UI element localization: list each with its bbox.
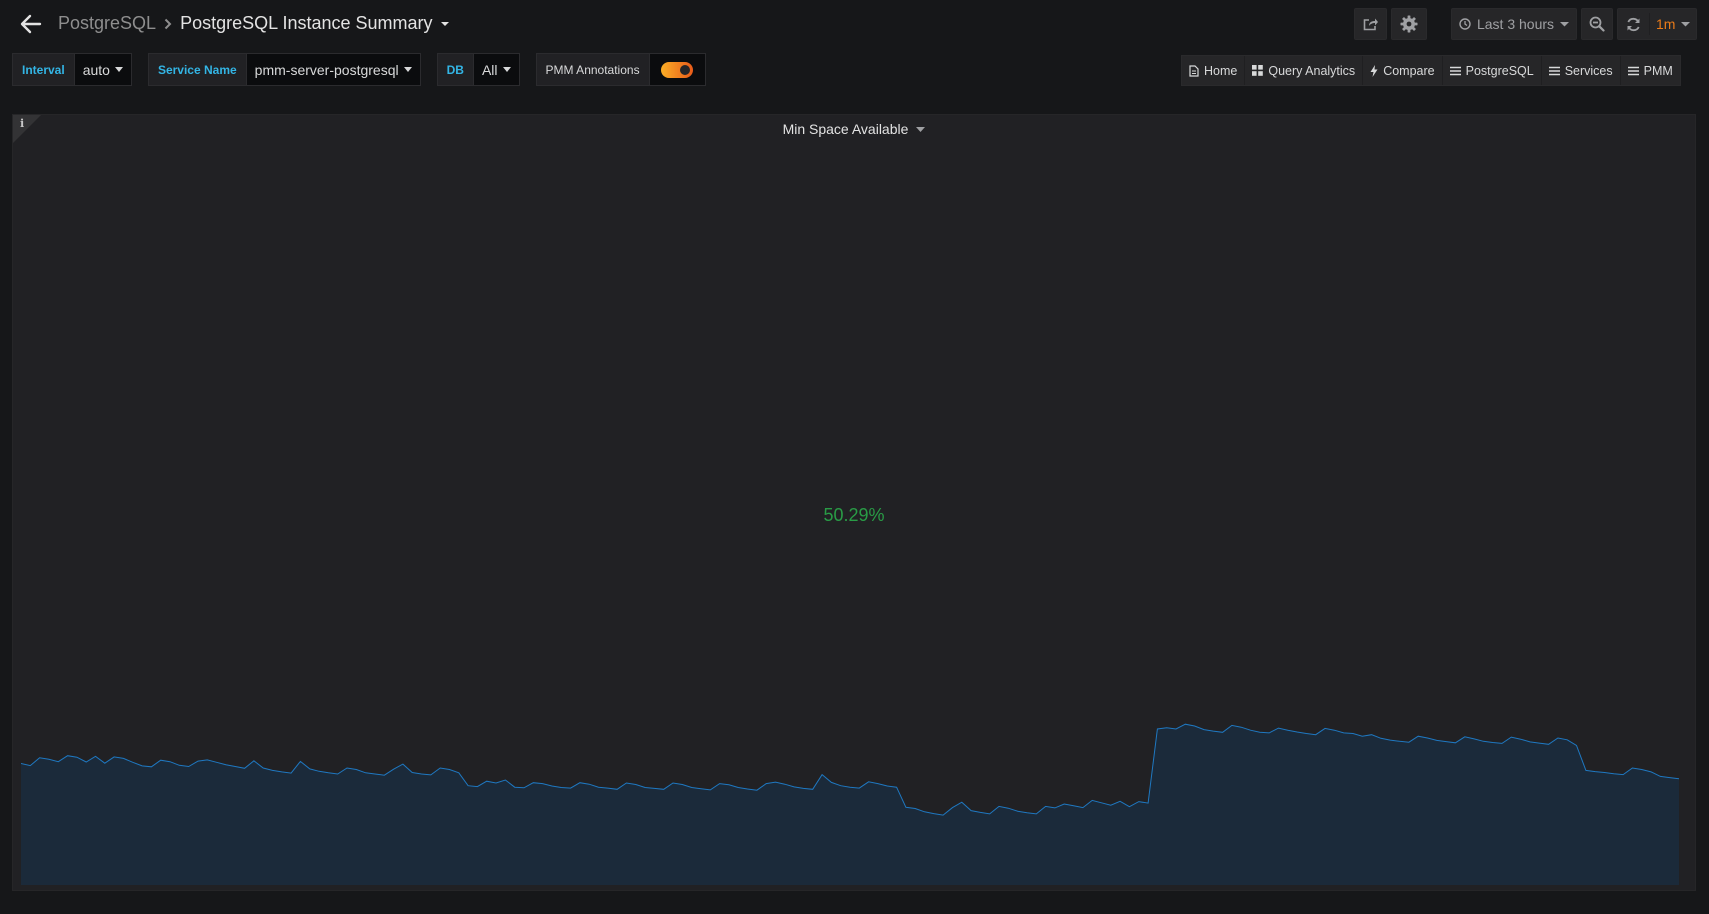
panel-header[interactable]: Min Space Available [13,121,1695,137]
link-label: Compare [1383,63,1435,78]
refresh-divider [1649,13,1650,35]
toggle-switch[interactable] [661,61,694,78]
link-label: PostgreSQL [1465,63,1534,78]
chevron-right-icon [164,18,172,30]
sparkline-chart [21,723,1679,885]
link-postgresql[interactable]: PostgreSQL [1443,56,1542,85]
caret-down-icon [1560,22,1570,27]
bars-icon [1449,66,1461,75]
link-label: Home [1204,63,1238,78]
toggle-knob [680,64,691,75]
caret-down-icon[interactable] [440,21,449,27]
back-button[interactable] [16,10,46,38]
db-dropdown[interactable]: All [473,53,520,86]
stat-value: 50.29% [823,505,885,525]
link-query-analytics[interactable]: Query Analytics [1245,56,1364,85]
caret-down-icon [502,67,511,72]
caret-down-icon [403,67,412,72]
bars-icon [1548,66,1560,75]
caret-down-icon [114,67,123,72]
service-name-variable: Service Name pmm-server-postgresql [147,53,421,86]
link-label: Services [1564,63,1613,78]
db-value: All [481,61,498,78]
db-label: DB [436,53,474,86]
apps-icon [1252,65,1264,76]
pmm-annotations-variable: PMM Annotations [535,53,706,86]
bolt-icon [1370,64,1378,77]
share-icon [1363,18,1378,31]
breadcrumb: PostgreSQL PostgreSQL Instance Summary [58,13,449,34]
min-space-available-panel: i Min Space Available 50.29% [12,114,1696,891]
link-compare[interactable]: Compare [1363,56,1443,85]
panel-title: Min Space Available [782,121,909,137]
dashboard-title[interactable]: PostgreSQL Instance Summary [180,13,433,33]
template-variables: Interval auto Service Name pmm-server-po… [12,53,722,86]
zoom-out-button[interactable] [1581,8,1613,40]
pmm-annotations-label: PMM Annotations [535,53,650,86]
refresh-interval-label[interactable]: 1m [1656,16,1676,32]
interval-dropdown[interactable]: auto [74,53,132,86]
clock-icon [1459,18,1471,30]
link-home[interactable]: Home [1182,56,1246,85]
arrow-left-icon [20,14,42,34]
interval-label: Interval [12,53,75,86]
time-range-label: Last 3 hours [1476,16,1555,32]
sparkline-line [21,723,1679,816]
dashboard-navbar: PostgreSQL PostgreSQL Instance Summary [0,0,1709,50]
link-label: Query Analytics [1268,63,1356,78]
link-label: PMM [1643,63,1673,78]
service-name-dropdown[interactable]: pmm-server-postgresql [246,53,421,86]
service-name-label: Service Name [147,53,247,86]
zoom-out-icon [1589,16,1605,32]
document-icon [1189,64,1199,77]
bars-icon [1627,66,1639,75]
gear-icon [1400,15,1418,33]
link-pmm[interactable]: PMM [1621,56,1680,85]
breadcrumb-parent-folder[interactable]: PostgreSQL [58,13,157,33]
sparkline-area [21,724,1679,885]
panel-info-corner[interactable] [13,115,41,143]
refresh-icon [1627,17,1640,31]
time-picker-button[interactable]: Last 3 hours [1451,8,1577,40]
service-name-value: pmm-server-postgresql [254,61,399,78]
dashboard-links: Home Query Analytics Compare PostgreSQL … [1181,55,1681,86]
interval-variable: Interval auto [12,53,132,86]
share-dashboard-button[interactable] [1354,8,1387,40]
db-variable: DB All [436,53,520,86]
dashboard-settings-button[interactable] [1391,8,1427,40]
pmm-annotations-toggle[interactable] [649,53,706,86]
caret-down-icon [916,126,926,132]
info-icon[interactable]: i [20,117,25,130]
interval-value: auto [82,61,110,78]
link-services[interactable]: Services [1542,56,1621,85]
refresh-button[interactable]: 1m [1617,8,1697,40]
caret-down-icon [1681,22,1691,27]
